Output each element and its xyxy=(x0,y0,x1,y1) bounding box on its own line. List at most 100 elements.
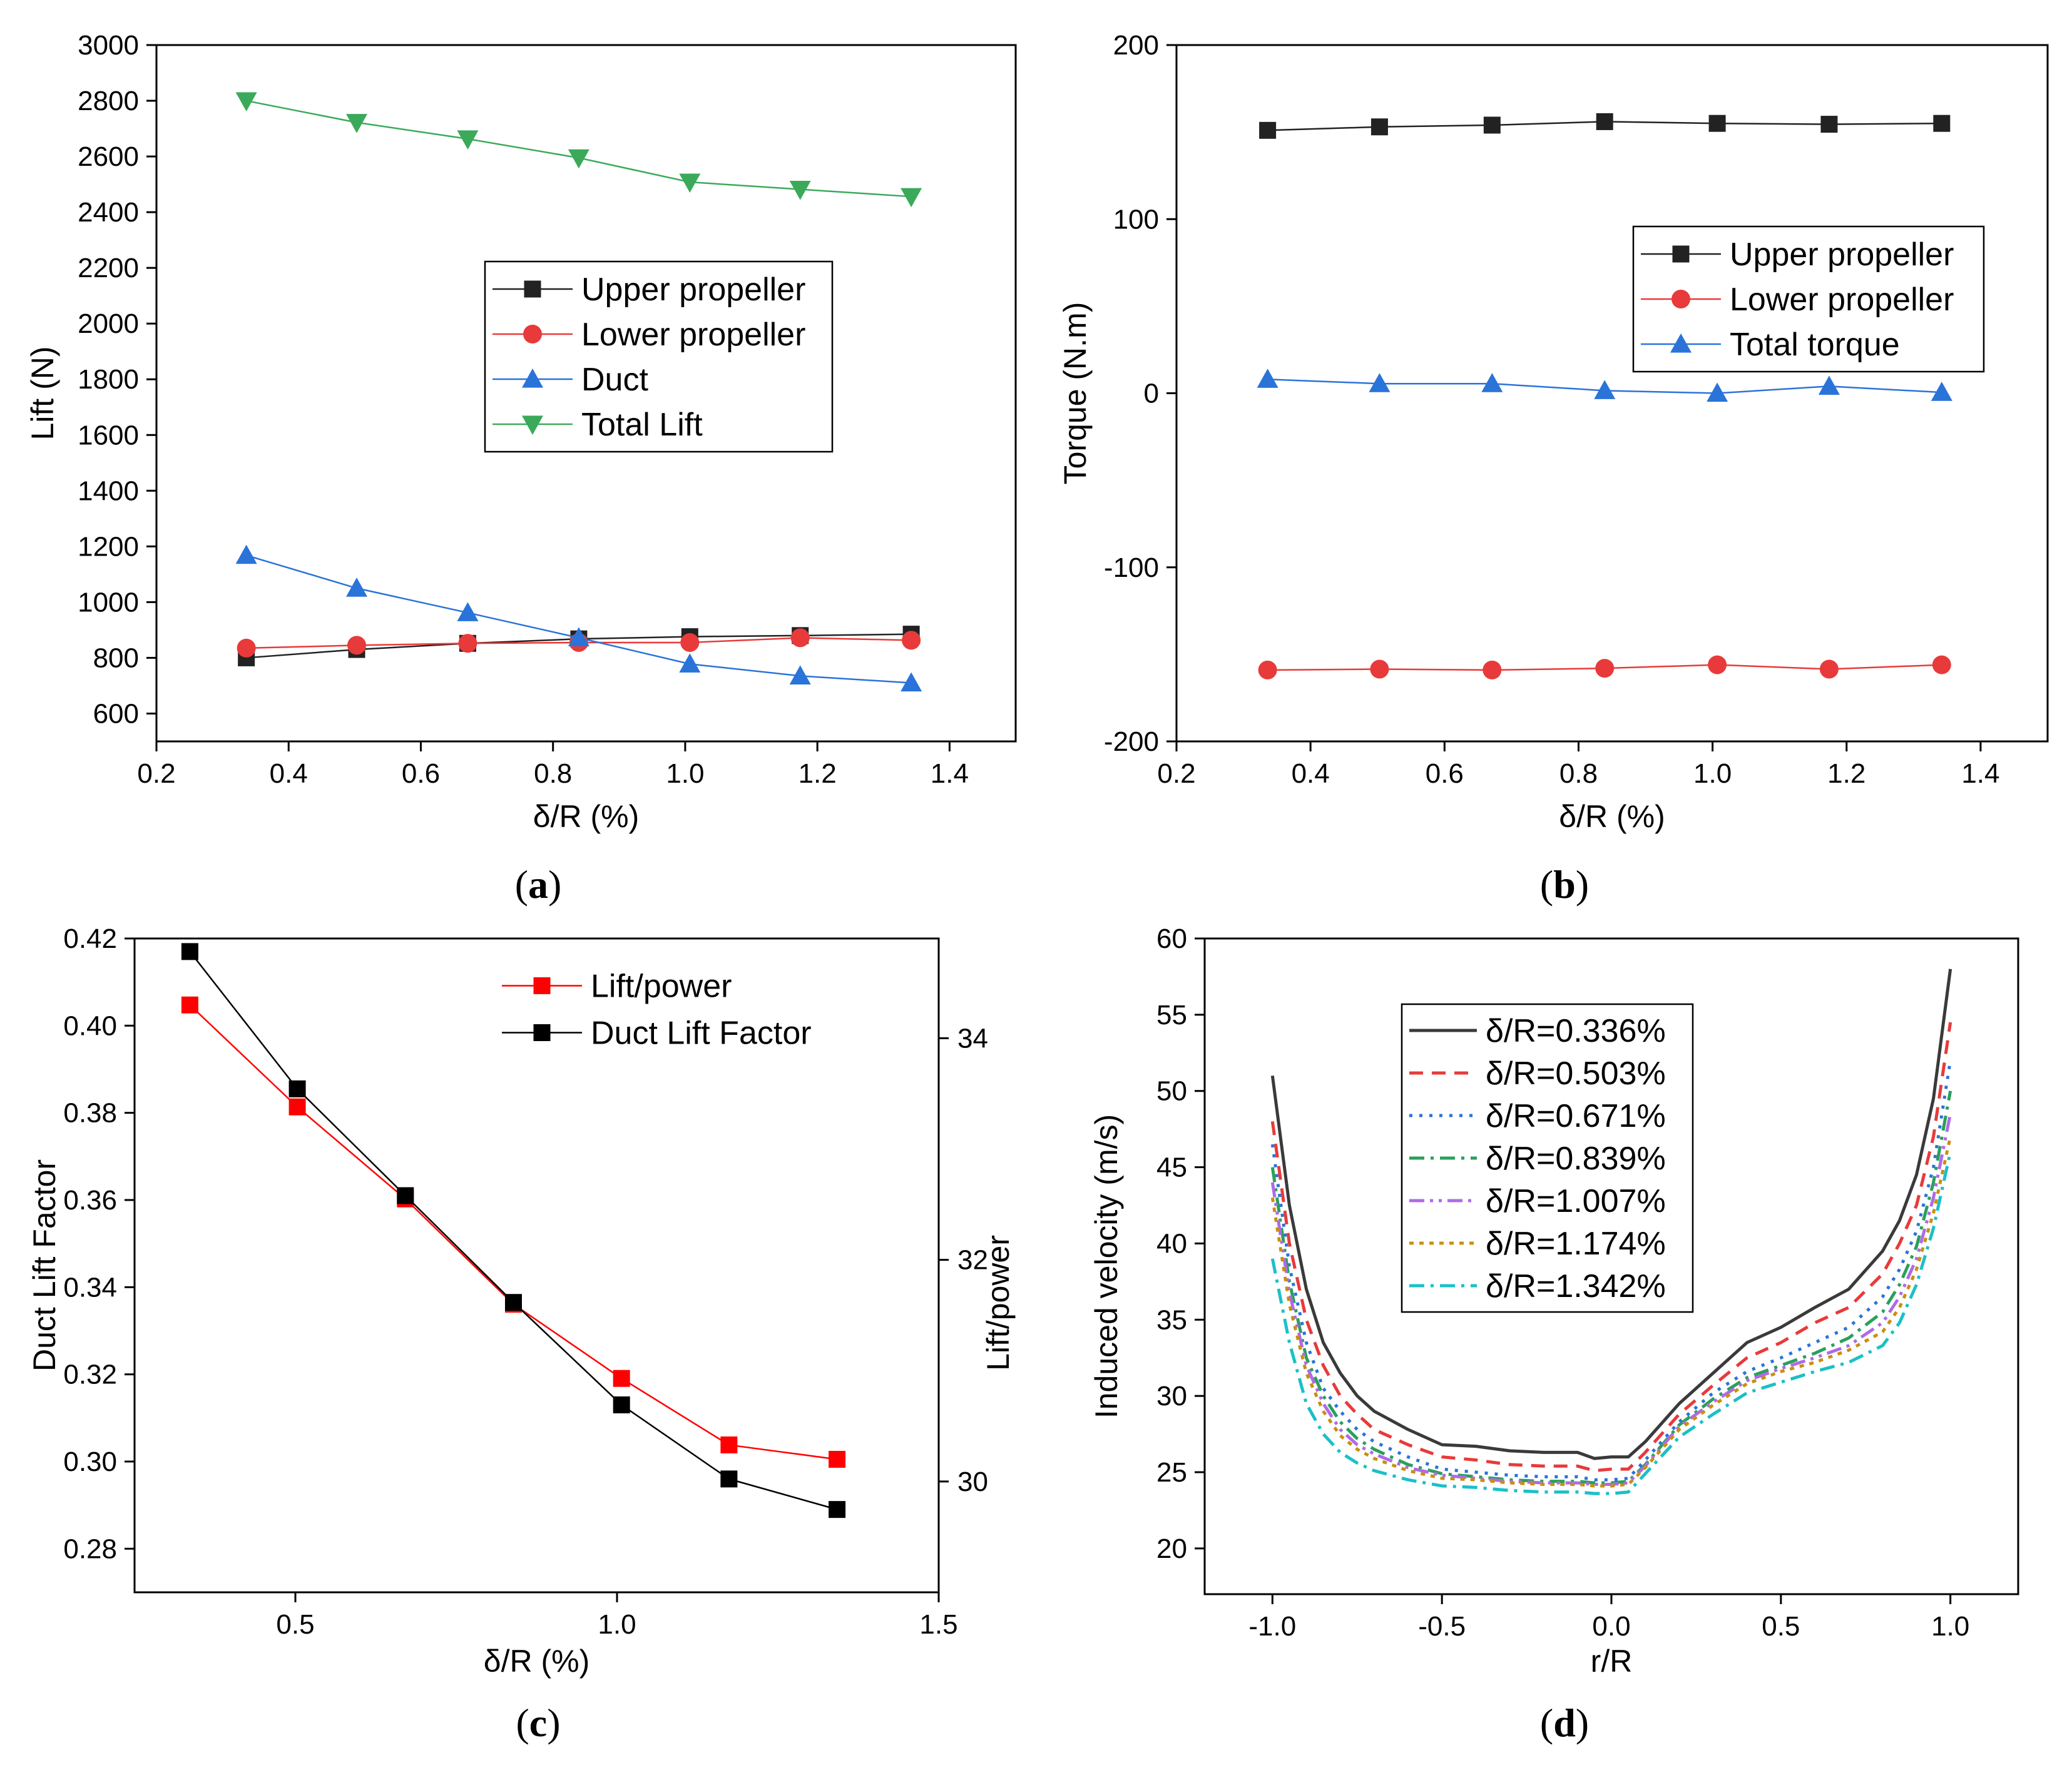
legend-label: δ/R=0.336% xyxy=(1486,1013,1666,1049)
legend-item: Lower propeller xyxy=(1641,282,1954,318)
x-tick-label: 1.0 xyxy=(666,758,704,789)
marker-square xyxy=(1708,114,1726,132)
marker-square xyxy=(720,1436,738,1453)
x-axis-label: r/R xyxy=(1591,1644,1633,1679)
marker-circle xyxy=(1483,660,1502,679)
marker-triangle-down xyxy=(789,181,811,200)
marker-circle xyxy=(1819,659,1839,679)
chart-panel-b: 0.2 0.4 0.6 0.8 1.0 1.2 1.4 -200 -100 0 100 200 δ/R … xyxy=(1058,30,2049,907)
plot-frame xyxy=(133,937,940,1594)
x-tick-label: 0.5 xyxy=(1762,1611,1800,1642)
legend: Lift/power Duct Lift Factor xyxy=(502,969,812,1052)
legend-label: Total Lift xyxy=(581,407,703,443)
marker-square xyxy=(1820,116,1838,133)
series-total-torque xyxy=(1257,369,1952,402)
legend-label: δ/R=1.174% xyxy=(1486,1226,1666,1262)
legend-label: Duct xyxy=(581,362,648,398)
y-tick-label: 0.32 xyxy=(63,1360,117,1390)
y-tick-label: 2600 xyxy=(78,141,139,172)
caption-paren-open: ( xyxy=(1540,862,1553,907)
legend-label: δ/R=0.503% xyxy=(1486,1055,1666,1092)
series--r-1-007- xyxy=(1270,1113,1952,1487)
series-line xyxy=(1270,1060,1952,1482)
legend-item: Lower propeller xyxy=(492,317,805,353)
caption-letter: d xyxy=(1553,1701,1576,1745)
y-tick-label: 0.40 xyxy=(63,1010,117,1041)
marker-triangle-up xyxy=(568,627,589,646)
marker-triangle-up xyxy=(235,544,257,564)
marker-circle xyxy=(523,325,542,343)
series--r-0-503- xyxy=(1270,1022,1952,1473)
marker-triangle-down xyxy=(522,415,543,435)
marker-triangle-up xyxy=(1369,373,1391,392)
x-tick-label: 1.4 xyxy=(1961,758,1999,789)
x-tick-label: 0.6 xyxy=(402,758,440,789)
legend: Upper propeller Lower propeller Duct Total … xyxy=(484,260,834,453)
series-line xyxy=(1270,1091,1952,1485)
y-tick-label: 3000 xyxy=(78,30,139,61)
marker-square xyxy=(1596,113,1613,130)
y-tick-label: 2400 xyxy=(78,197,139,228)
chart-panel-a: 0.2 0.4 0.6 0.8 1.0 1.2 1.4 600 800 1000 1200 1400 1… xyxy=(25,30,1017,907)
x-tick-label: 0.5 xyxy=(276,1609,314,1640)
marker-triangle-up xyxy=(1818,375,1840,395)
x-axis-label: δ/R (%) xyxy=(533,799,639,834)
x-tick-label: 0.4 xyxy=(1292,758,1330,789)
marker-triangle-up xyxy=(457,602,479,621)
legend-item: Duct Lift Factor xyxy=(502,1015,812,1052)
panel-caption: (b) xyxy=(1540,862,1589,907)
series--r-0-839- xyxy=(1270,1091,1952,1485)
marker-square xyxy=(613,1370,630,1387)
legend: δ/R=0.336% δ/R=0.503% δ/R=0.671% δ/R=0.839%… xyxy=(1401,1003,1694,1313)
marker-triangle-up xyxy=(522,369,543,388)
marker-square xyxy=(1672,245,1690,263)
x-tick-label: 0.4 xyxy=(270,758,308,789)
legend-item: δ/R=1.342% xyxy=(1409,1268,1666,1304)
marker-square xyxy=(613,1396,630,1413)
marker-square xyxy=(397,1187,414,1204)
series-duct-lift-factor xyxy=(181,943,846,1518)
y-tick-label: 45 xyxy=(1156,1152,1187,1183)
series-duct xyxy=(235,544,922,692)
y-tick-label: 30 xyxy=(1156,1381,1187,1411)
y-tick-label: 20 xyxy=(1156,1533,1187,1564)
marker-square xyxy=(181,943,198,960)
y-tick-label: 0.30 xyxy=(63,1447,117,1477)
chart-panel-d: -1.0 -0.5 0.0 0.5 1.0 20 25 30 35 40 45 50 55 60 r/R In… xyxy=(1089,923,2019,1745)
x-tick-label: 1.2 xyxy=(1827,758,1865,789)
plot-frame xyxy=(155,44,1017,743)
x-tick-label: 1.2 xyxy=(799,758,837,789)
series-line xyxy=(1270,1136,1952,1488)
y-tick-label: 1000 xyxy=(78,587,139,618)
x-tick-label: 1.5 xyxy=(919,1609,957,1640)
legend-label: Lower propeller xyxy=(1730,282,1954,318)
marker-square xyxy=(524,280,541,298)
legend-item: Lift/power xyxy=(502,969,732,1005)
legend-item: δ/R=0.503% xyxy=(1409,1055,1666,1092)
marker-triangle-up xyxy=(679,653,701,673)
x-tick-label: 1.0 xyxy=(598,1609,636,1640)
plot-frame xyxy=(1175,44,2049,743)
marker-triangle-up xyxy=(1670,333,1692,353)
x-tick-label: 1.4 xyxy=(931,758,969,789)
series-line xyxy=(1270,1022,1952,1473)
x-tick-label: 0.2 xyxy=(137,758,175,789)
y-tick-label: 2800 xyxy=(78,86,139,116)
marker-triangle-up xyxy=(1257,369,1278,388)
legend-item: δ/R=0.839% xyxy=(1409,1141,1666,1177)
marker-triangle-up xyxy=(901,672,922,692)
marker-square xyxy=(829,1501,846,1518)
marker-triangle-down xyxy=(457,130,479,150)
caption-paren-open: ( xyxy=(516,1701,529,1745)
marker-square xyxy=(504,1294,522,1311)
marker-triangle-down xyxy=(346,114,368,133)
legend-label: Total torque xyxy=(1730,327,1900,363)
marker-circle xyxy=(680,633,700,652)
y-tick-label: 1400 xyxy=(78,475,139,506)
y-tick-label: 0.28 xyxy=(63,1533,117,1564)
legend-label: δ/R=1.007% xyxy=(1486,1183,1666,1219)
y-tick-label: 800 xyxy=(93,643,139,673)
y-axis-label: Duct Lift Factor xyxy=(27,1159,62,1371)
x-tick-label: 1.0 xyxy=(1693,758,1732,789)
series-line xyxy=(246,99,912,198)
